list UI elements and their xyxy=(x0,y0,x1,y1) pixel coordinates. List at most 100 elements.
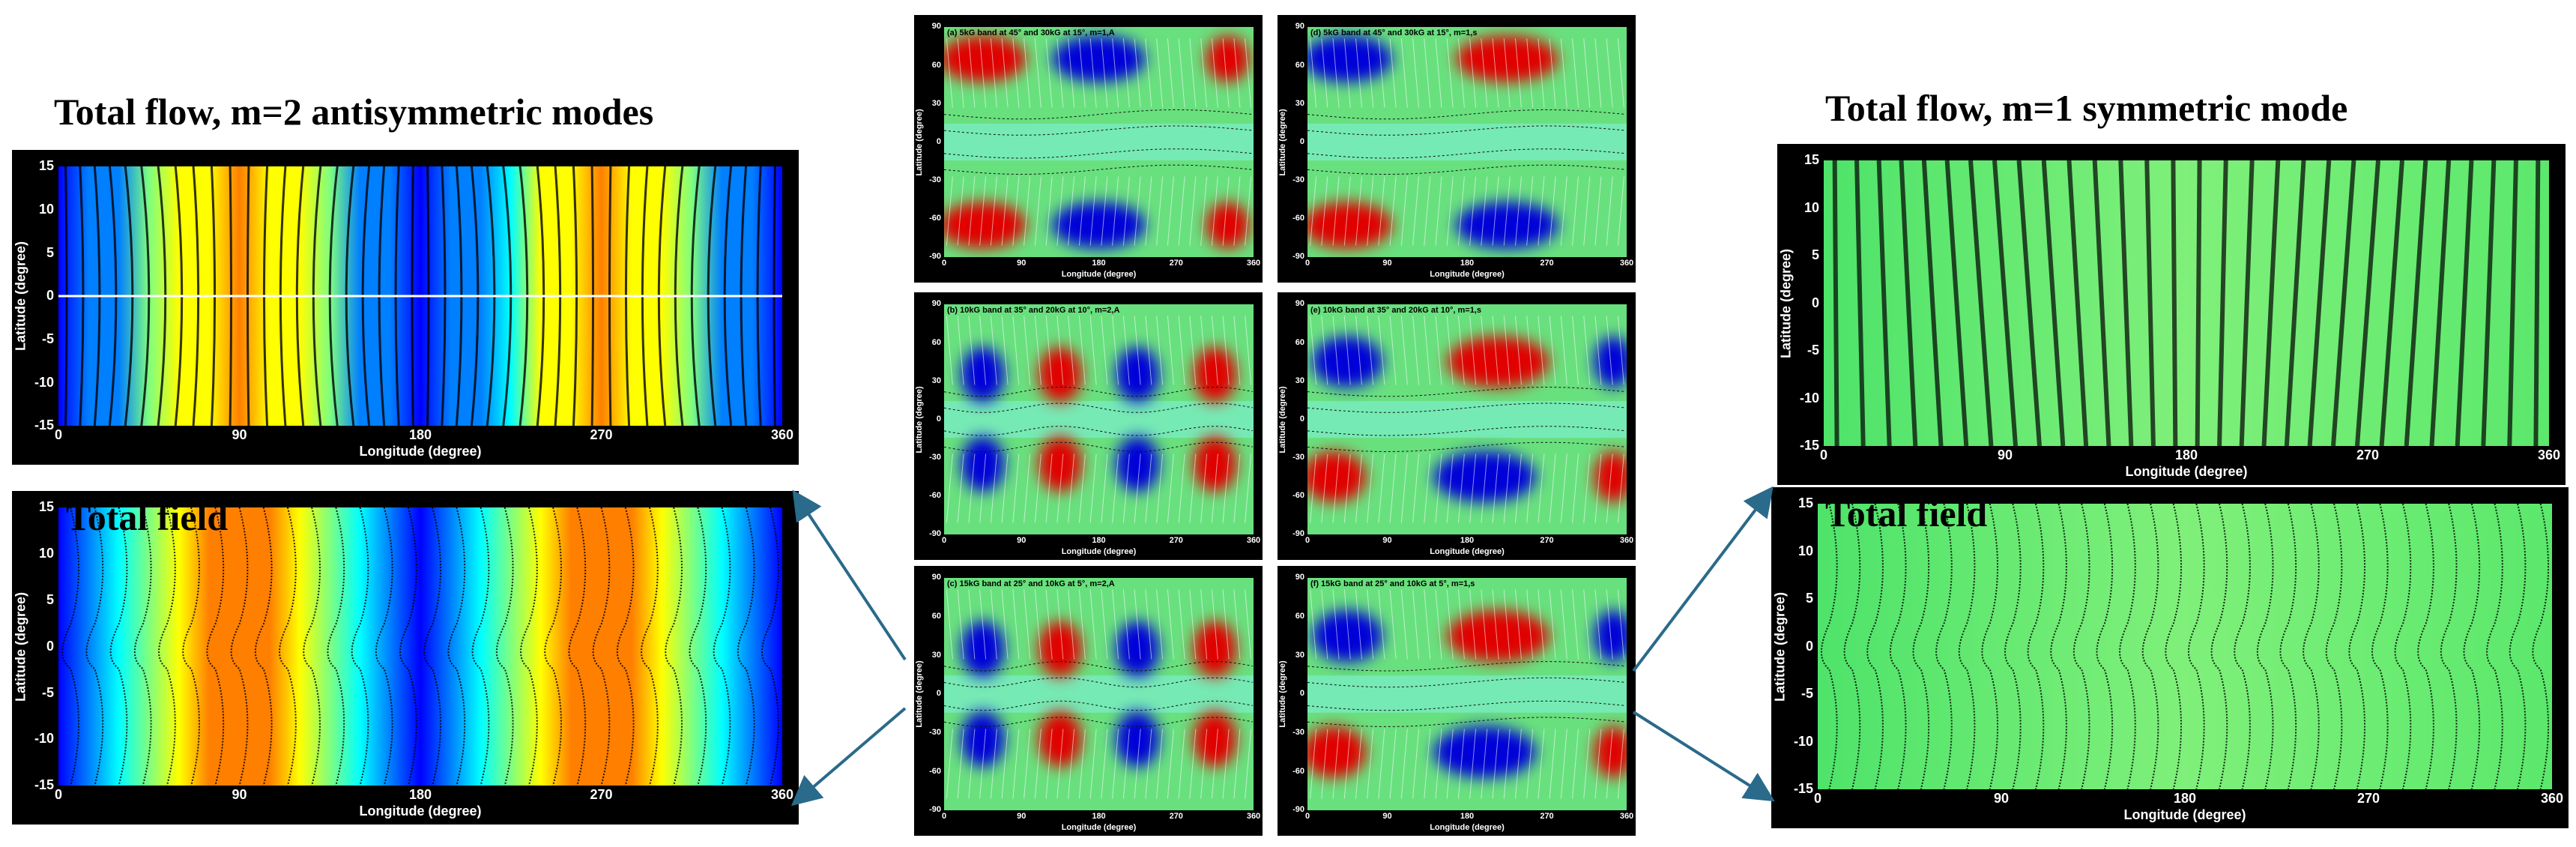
right-flow-heatmap xyxy=(1824,160,2549,446)
x-tick-label: 0 xyxy=(941,259,947,268)
y-tick-label: 60 xyxy=(931,60,941,70)
mode-blob xyxy=(1038,436,1082,492)
x-tick-label: 270 xyxy=(1169,536,1183,545)
y-tick-label: -30 xyxy=(929,175,941,185)
y-tick-label: -10 xyxy=(34,374,54,390)
y-tick-label: -60 xyxy=(929,491,941,501)
field-line xyxy=(1307,109,1626,120)
x-axis-label: Longitude (degree) xyxy=(1061,270,1137,279)
x-tick-label: 270 xyxy=(2356,447,2380,462)
mode-blob xyxy=(961,436,1005,492)
x-tick-label: 90 xyxy=(1017,536,1027,545)
x-tick-label: 90 xyxy=(1382,812,1392,821)
mode-blob xyxy=(1193,711,1237,768)
x-tick-label: 360 xyxy=(1246,812,1261,821)
y-tick-label: 60 xyxy=(1295,337,1304,347)
y-tick-label: 0 xyxy=(936,689,941,699)
y-tick-label: 10 xyxy=(38,201,54,217)
y-axis-label: Latitude (degree) xyxy=(1278,385,1287,453)
y-tick-label: 10 xyxy=(1798,543,1813,558)
arrow-to-right-field-bottom xyxy=(1632,711,1775,802)
y-tick-label: -30 xyxy=(1292,728,1304,738)
x-tick-label: 360 xyxy=(770,427,794,442)
y-tick-label: 60 xyxy=(931,612,941,621)
y-tick-label: 90 xyxy=(1295,299,1304,309)
panel-f: 0 90 180 270 360 90 60 30 0 -30 -60 -90 Longitude (d… xyxy=(1278,566,1636,836)
y-tick-label: 90 xyxy=(931,573,941,582)
right-field-panel: 0 90 180 270 360 15 10 5 0 -5 -10 -15 Longitude (deg… xyxy=(1771,487,2569,828)
total-field-label: Total field xyxy=(1825,492,1988,534)
y-tick-label: -60 xyxy=(1292,766,1304,776)
y-tick-label: 30 xyxy=(931,650,941,660)
total-field-label: Total field xyxy=(66,496,229,538)
y-tick-label: -15 xyxy=(1793,781,1813,797)
y-tick-label: 30 xyxy=(931,376,941,385)
x-axis-label: Longitude (degree) xyxy=(2125,464,2248,479)
y-tick-label: 15 xyxy=(38,499,54,515)
y-tick-label: 30 xyxy=(1295,376,1304,385)
mode-blob xyxy=(1116,436,1160,492)
x-axis-label: Longitude (degree) xyxy=(1430,270,1505,279)
y-tick-label: 15 xyxy=(1798,495,1813,511)
y-tick-label: 90 xyxy=(931,299,941,309)
x-tick-label: 0 xyxy=(1304,259,1310,268)
left-title: Total flow, m=2 antisymmetric modes xyxy=(54,91,654,133)
panel-a: 0 90 180 270 360 90 60 30 0 -30 -60 -90 Longitude (d… xyxy=(914,15,1263,283)
x-tick-label: 360 xyxy=(1246,536,1261,545)
flow-vectors xyxy=(1832,160,2541,446)
mode-blob xyxy=(1312,610,1383,662)
flow-vectors xyxy=(1310,589,1624,799)
y-tick-label: 30 xyxy=(931,98,941,108)
arrow-to-left-field-bottom xyxy=(790,707,907,807)
panel-caption: (c) 15kG band at 25° and 10kG at 5°, m=2… xyxy=(947,579,1115,588)
x-tick-label: 180 xyxy=(408,427,432,442)
y-tick-label: 0 xyxy=(1299,136,1304,146)
mode-blob xyxy=(1456,202,1558,249)
x-tick-label: 180 xyxy=(1092,812,1106,821)
y-tick-label: -15 xyxy=(1799,438,1819,453)
field-line xyxy=(1307,387,1626,397)
panel-caption: (e) 10kG band at 35° and 20kG at 10°, m=… xyxy=(1310,306,1481,315)
y-tick-label: 60 xyxy=(931,337,941,347)
y-tick-label: -5 xyxy=(1801,686,1813,702)
x-tick-label: 90 xyxy=(1017,259,1027,268)
y-tick-label: 90 xyxy=(1295,22,1304,31)
mode-blob xyxy=(961,621,1005,677)
y-tick-label: -90 xyxy=(1292,252,1304,262)
y-axis-label: Latitude (degree) xyxy=(1778,248,1794,358)
y-tick-label: 0 xyxy=(1299,689,1304,699)
y-tick-label: -60 xyxy=(929,766,941,776)
x-tick-label: 360 xyxy=(1619,536,1634,545)
y-axis-label: Latitude (degree) xyxy=(915,385,924,453)
y-axis-label: Latitude (degree) xyxy=(915,660,924,728)
field-lines xyxy=(1821,504,2549,789)
mode-blob xyxy=(1456,35,1558,82)
y-tick-label: -15 xyxy=(34,418,54,433)
x-tick-label: 0 xyxy=(1813,791,1822,806)
y-tick-label: 5 xyxy=(46,591,54,607)
x-axis-label: Longitude (degree) xyxy=(1430,547,1505,556)
x-tick-label: 90 xyxy=(1993,791,2010,806)
mode-blob xyxy=(944,35,1027,82)
panel-b: 0 90 180 270 360 90 60 30 0 -30 -60 -90 Longitude (d… xyxy=(914,292,1263,560)
mode-blob xyxy=(1116,346,1160,403)
x-tick-label: 0 xyxy=(54,787,63,802)
x-tick-label: 90 xyxy=(232,787,247,802)
mode-blob xyxy=(1193,621,1237,677)
x-tick-label: 0 xyxy=(1304,536,1310,545)
y-tick-label: 60 xyxy=(1295,60,1304,70)
y-tick-label: 30 xyxy=(1295,98,1304,108)
y-tick-label: 0 xyxy=(46,288,54,304)
y-tick-label: -5 xyxy=(41,684,54,700)
y-tick-label: -10 xyxy=(34,731,54,747)
field-line xyxy=(1307,677,1626,688)
y-axis-label: Latitude (degree) xyxy=(1772,591,1788,702)
mode-blob xyxy=(1206,202,1250,249)
mode-blob xyxy=(1307,202,1392,249)
x-tick-label: 270 xyxy=(1540,536,1554,545)
y-tick-label: 0 xyxy=(46,638,54,654)
flow-vectors xyxy=(946,589,1252,799)
y-tick-label: -10 xyxy=(1799,390,1819,406)
field-line xyxy=(1307,700,1626,711)
x-tick-label: 0 xyxy=(941,812,947,821)
